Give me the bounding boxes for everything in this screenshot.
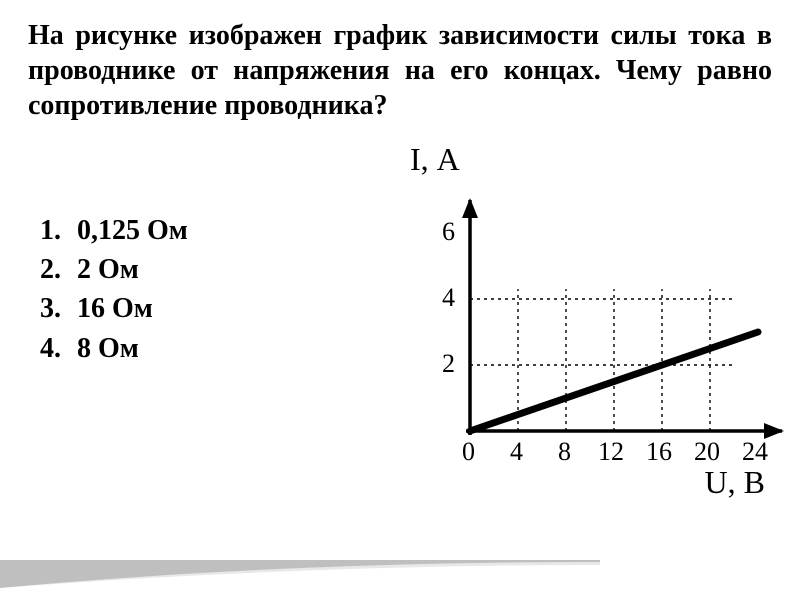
x-tick-label: 0: [462, 437, 475, 467]
answer-text: 16 Ом: [77, 293, 153, 324]
x-tick-label: 12: [598, 437, 624, 467]
answer-number: 2.: [40, 250, 70, 289]
decorative-swoosh: [0, 560, 600, 590]
answer-number: 1.: [40, 211, 70, 250]
answers-list: 1. 0,125 Ом 2. 2 Ом 3. 16 Ом 4. 8 Ом: [20, 141, 270, 368]
answer-option: 1. 0,125 Ом: [40, 211, 270, 250]
answer-option: 3. 16 Ом: [40, 289, 270, 328]
answer-number: 3.: [40, 289, 70, 328]
answer-option: 2. 2 Ом: [40, 250, 270, 289]
question-text: На рисунке изображен график зависимости …: [0, 0, 800, 131]
answer-number: 4.: [40, 329, 70, 368]
y-tick-label: 2: [442, 349, 455, 379]
answer-text: 2 Ом: [77, 254, 139, 285]
answer-option: 4. 8 Ом: [40, 329, 270, 368]
x-tick-label: 20: [694, 437, 720, 467]
content-row: 1. 0,125 Ом 2. 2 Ом 3. 16 Ом 4. 8 Ом I, …: [0, 131, 800, 511]
answer-text: 8 Ом: [77, 333, 139, 364]
iv-chart: I, А U, В 24604812162024: [270, 141, 780, 501]
y-tick-label: 4: [442, 283, 455, 313]
answer-text: 0,125 Ом: [77, 215, 188, 246]
y-tick-label: 6: [442, 217, 455, 247]
x-tick-label: 16: [646, 437, 672, 467]
x-tick-label: 4: [510, 437, 523, 467]
x-tick-label: 8: [558, 437, 571, 467]
x-tick-label: 24: [742, 437, 768, 467]
